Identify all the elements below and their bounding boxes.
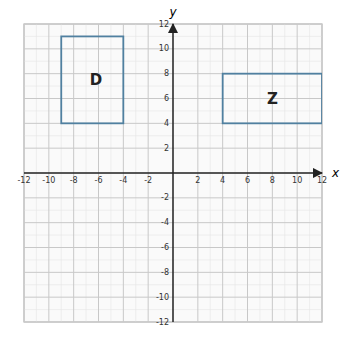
plot-frame [24, 24, 322, 322]
y-tick-label: -10 [156, 293, 169, 302]
shape-label: Z [267, 90, 278, 108]
x-tick-label: 8 [270, 176, 275, 185]
rectangle [223, 74, 322, 124]
y-axis-label: y [168, 5, 177, 19]
x-tick-label: -10 [42, 176, 55, 185]
chart: -12 -10 -8 -6 -4 -2 2 4 6 8 10 12 -12 -10 -8 -6 -4 -2 2 4 6 8… [0, 0, 352, 355]
x-tick-label: 4 [220, 176, 225, 185]
tick-labels: -12 -10 -8 -6 -4 -2 2 4 6 8 10 12 -12 -10 -8 -6 -4 -2 2 4 6 8… [17, 20, 327, 327]
shape-label: D [90, 71, 102, 89]
minor-grid-line [173, 24, 174, 322]
x-tick-label: -6 [95, 176, 103, 185]
y-tick-label: 8 [164, 69, 169, 78]
y-tick-label: -2 [161, 193, 169, 202]
x-tick-label: 2 [195, 176, 200, 185]
y-tick-label: -6 [161, 243, 169, 252]
x-tick-label: 10 [292, 176, 302, 185]
x-tick-label: -8 [70, 176, 78, 185]
x-tick-label: -4 [119, 176, 127, 185]
y-tick-label: 12 [159, 20, 169, 29]
x-tick-label: 6 [245, 176, 250, 185]
y-tick-label: 2 [164, 144, 169, 153]
y-tick-label: 10 [159, 44, 169, 53]
rectangle [61, 36, 123, 123]
y-axis [172, 24, 174, 322]
y-tick-label: -4 [161, 218, 169, 227]
x-tick-label: 12 [317, 176, 327, 185]
x-tick-label: -12 [17, 176, 30, 185]
x-axis-label: x [331, 166, 340, 180]
shapes [61, 36, 322, 123]
y-tick-label: -8 [161, 268, 169, 277]
x-tick-label: -2 [144, 176, 152, 185]
grid [24, 24, 322, 322]
y-tick-label: 6 [164, 94, 169, 103]
y-tick-label: 4 [164, 119, 169, 128]
y-tick-label: -12 [156, 318, 169, 327]
